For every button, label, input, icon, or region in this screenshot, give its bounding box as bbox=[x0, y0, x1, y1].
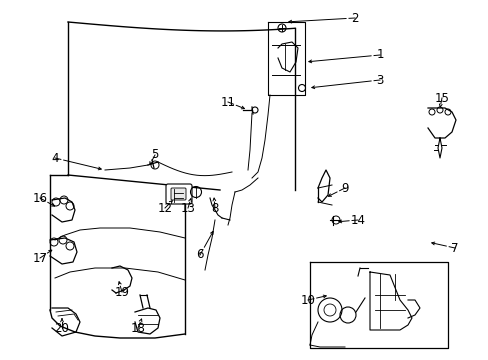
Text: 4: 4 bbox=[51, 152, 59, 165]
Text: 19: 19 bbox=[114, 285, 129, 298]
Text: 7: 7 bbox=[450, 242, 458, 255]
Text: 20: 20 bbox=[55, 321, 69, 334]
Text: 3: 3 bbox=[376, 73, 383, 86]
Text: 16: 16 bbox=[32, 192, 47, 204]
Text: 9: 9 bbox=[341, 181, 348, 194]
Text: 6: 6 bbox=[196, 248, 203, 261]
FancyBboxPatch shape bbox=[165, 184, 192, 204]
Text: 12: 12 bbox=[157, 202, 172, 215]
Text: 15: 15 bbox=[434, 91, 448, 104]
Text: 10: 10 bbox=[300, 293, 315, 306]
Text: 5: 5 bbox=[151, 148, 159, 162]
Text: 14: 14 bbox=[350, 213, 365, 226]
Text: 11: 11 bbox=[220, 95, 235, 108]
Text: 8: 8 bbox=[211, 202, 218, 215]
Text: 13: 13 bbox=[180, 202, 195, 215]
Text: 2: 2 bbox=[350, 12, 358, 24]
Text: 17: 17 bbox=[32, 252, 47, 265]
Text: 18: 18 bbox=[130, 321, 145, 334]
FancyBboxPatch shape bbox=[171, 188, 185, 200]
Text: 1: 1 bbox=[375, 49, 383, 62]
